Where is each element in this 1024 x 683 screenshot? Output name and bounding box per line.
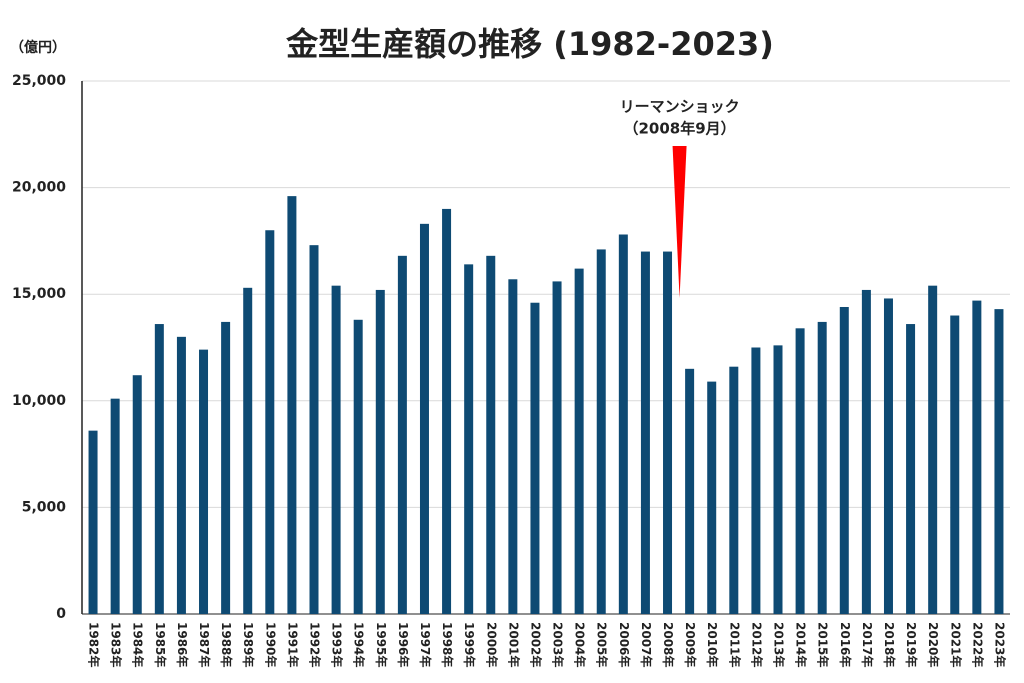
x-tick-label: 1989年 (241, 622, 256, 667)
bar (221, 321, 231, 614)
x-tick-label: 2003年 (551, 622, 566, 667)
bar (729, 366, 739, 614)
x-tick-label: 2000年 (484, 622, 499, 667)
x-tick-label: 1986年 (175, 622, 190, 667)
bar (419, 223, 429, 614)
bar (950, 315, 960, 614)
bar (442, 208, 452, 615)
bar (685, 368, 695, 614)
chart-title: 金型生産額の推移 (1982-2023) (285, 25, 774, 63)
bar (287, 196, 297, 615)
y-tick-label: 10,000 (12, 393, 66, 409)
bar (663, 251, 673, 614)
bar (972, 300, 982, 614)
x-tick-label: 1997年 (418, 622, 433, 667)
bar (265, 230, 275, 615)
bar (861, 289, 871, 614)
x-tick-label: 1988年 (219, 622, 234, 667)
bar (375, 289, 385, 614)
x-tick-label: 2007年 (639, 622, 654, 667)
bar (640, 251, 650, 614)
x-tick-label: 1987年 (197, 622, 212, 667)
x-tick-label: 1999年 (462, 622, 477, 667)
bar (883, 298, 893, 614)
bar (397, 255, 407, 614)
x-tick-label: 2019年 (904, 622, 919, 667)
x-tick-label: 1984年 (131, 622, 146, 667)
x-tick-label: 2005年 (595, 622, 610, 667)
bar (88, 430, 98, 614)
y-tick-label: 5,000 (22, 499, 67, 515)
y-tick-label: 15,000 (12, 286, 66, 302)
x-tick-label: 2001年 (506, 622, 521, 667)
x-tick-label: 2016年 (838, 622, 853, 667)
x-tick-label: 2018年 (882, 622, 897, 667)
x-tick-label: 2006年 (617, 622, 632, 667)
annotation-arrow (672, 146, 687, 298)
bar (817, 321, 827, 614)
x-tick-label: 2002年 (528, 622, 543, 667)
bar (707, 381, 717, 614)
x-tick-label: 1992年 (308, 622, 323, 667)
bar (773, 345, 783, 614)
bar (353, 319, 363, 614)
annotation-text: リーマンショック (620, 98, 740, 116)
x-tick-label: 1994年 (352, 622, 367, 667)
x-tick-label: 2021年 (948, 622, 963, 667)
x-tick-label: 1991年 (285, 622, 300, 667)
x-tick-label: 2013年 (772, 622, 787, 667)
bar (243, 287, 253, 614)
y-tick-label: 0 (56, 606, 66, 622)
annotation-text: （2008年9月） (623, 120, 735, 138)
bar (751, 347, 761, 614)
bar (154, 324, 164, 614)
x-tick-label: 2011年 (727, 622, 742, 667)
bar (132, 375, 142, 614)
x-tick-label: 2015年 (816, 622, 831, 667)
bar (464, 264, 474, 614)
x-tick-label: 2023年 (992, 622, 1007, 667)
bar (552, 281, 562, 614)
y-tick-label: 25,000 (12, 73, 66, 89)
x-tick-label: 1982年 (87, 622, 102, 667)
bar (618, 234, 628, 614)
x-tick-label: 2012年 (749, 622, 764, 667)
x-tick-label: 2009年 (683, 622, 698, 667)
x-tick-label: 2010年 (705, 622, 720, 667)
bar (110, 398, 120, 614)
bar (508, 279, 518, 614)
x-tick-label: 2017年 (860, 622, 875, 667)
bar (906, 324, 916, 614)
bar (530, 302, 540, 614)
y-axis-label: （億円） (10, 39, 66, 56)
bar (928, 285, 938, 614)
bar (199, 349, 209, 614)
x-tick-label: 2008年 (661, 622, 676, 667)
x-tick-label: 1993年 (330, 622, 345, 667)
x-tick-label: 1985年 (153, 622, 168, 667)
y-tick-label: 20,000 (12, 180, 66, 196)
x-tick-label: 1995年 (374, 622, 389, 667)
bar (839, 306, 849, 614)
bar (176, 336, 186, 614)
bar (795, 328, 805, 614)
bar (486, 255, 496, 614)
x-tick-label: 1983年 (109, 622, 124, 667)
x-tick-label: 2020年 (926, 622, 941, 667)
x-tick-label: 1990年 (263, 622, 278, 667)
bar (596, 249, 606, 615)
x-tick-label: 1998年 (440, 622, 455, 667)
bar (994, 309, 1004, 614)
bar (309, 245, 319, 614)
bar (331, 285, 341, 614)
x-tick-label: 2022年 (970, 622, 985, 667)
x-tick-label: 1996年 (396, 622, 411, 667)
x-tick-label: 2014年 (794, 622, 809, 667)
bar (574, 268, 584, 614)
x-tick-label: 2004年 (573, 622, 588, 667)
